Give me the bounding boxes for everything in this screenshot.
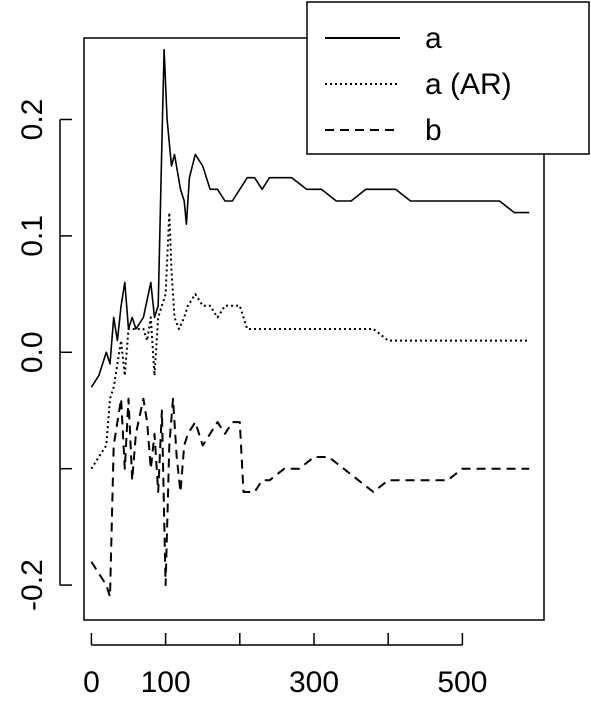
x-tick-label: 0 <box>83 666 100 699</box>
legend-label: a <box>425 22 442 55</box>
y-tick-label: 0.0 <box>16 331 49 373</box>
series-line-a-ar <box>90 211 530 470</box>
x-axis: 0 100 300 500 <box>83 633 487 699</box>
legend-label: b <box>425 114 442 147</box>
y-tick-label: 0.2 <box>16 99 49 141</box>
legend-label: a (AR) <box>425 68 512 101</box>
plot-series-group <box>90 48 530 598</box>
y-axis: -0.2 0.0 0.1 0.2 <box>16 99 72 611</box>
y-tick-label: -0.2 <box>16 559 49 611</box>
x-tick-label: 500 <box>437 666 487 699</box>
y-tick-label: 0.1 <box>16 215 49 257</box>
x-tick-label: 100 <box>141 666 191 699</box>
legend: a a (AR) b <box>306 1 590 155</box>
x-tick-label: 300 <box>289 666 339 699</box>
series-line-a <box>90 48 530 388</box>
legend-box <box>306 1 590 155</box>
series-line-b <box>90 397 530 598</box>
